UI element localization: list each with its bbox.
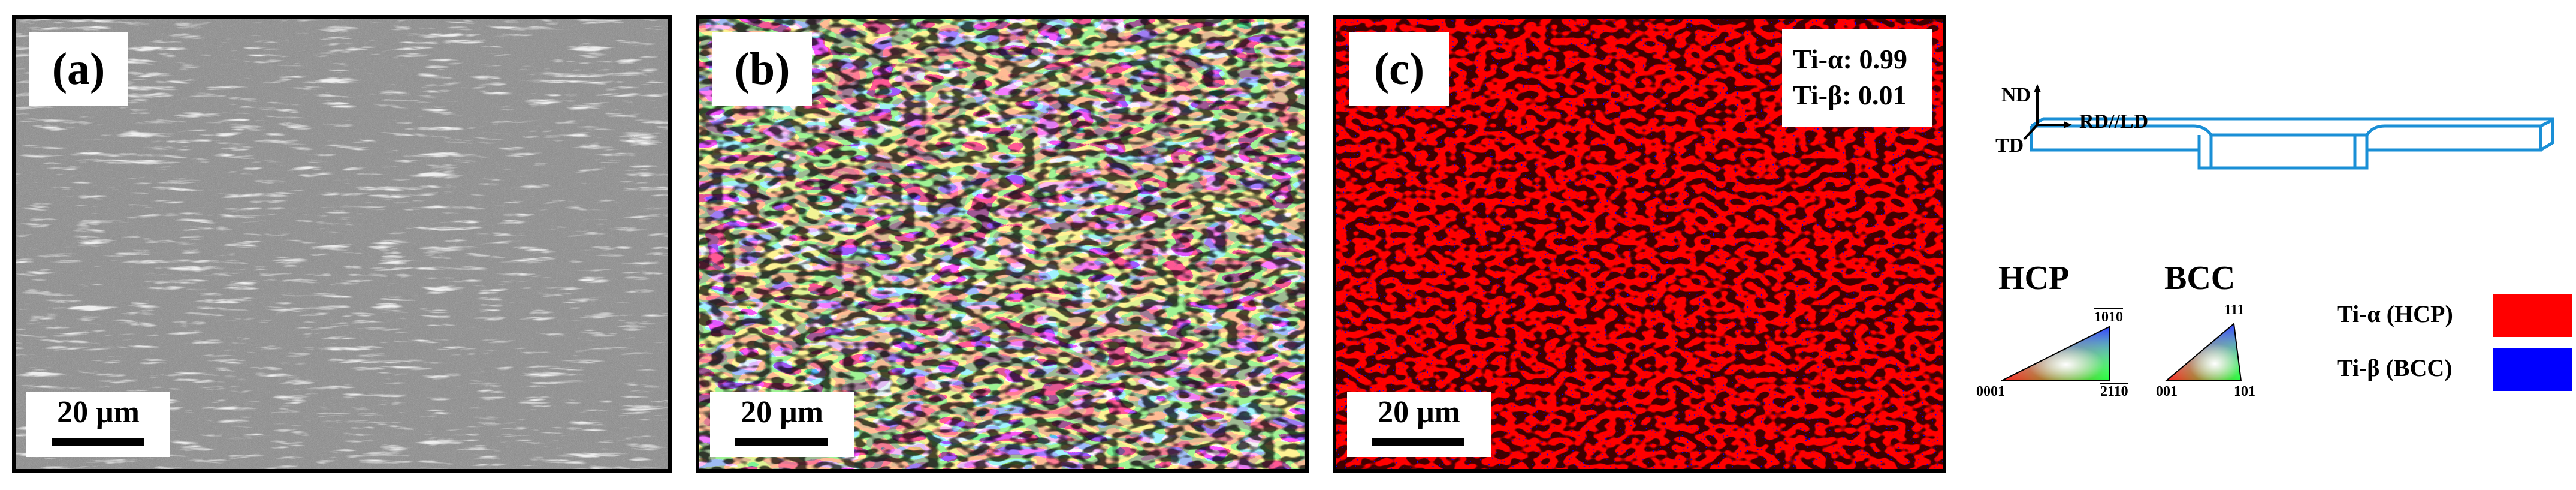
hcp-legend-title: HCP (1998, 260, 2070, 297)
sample-schematic: ND RD//LD TD (1995, 84, 2565, 222)
scale-bar: 20 μm (26, 392, 170, 457)
scale-bar-label: 20 μm (741, 395, 823, 429)
scale-bar-label: 20 μm (57, 395, 140, 429)
bcc-label-111: 111 (2224, 302, 2245, 318)
scale-bar-line (52, 438, 144, 446)
hcp-label-1010: 1010 (2094, 309, 2123, 325)
panel-label: (a) (29, 32, 128, 106)
hcp-label-2110: 2110 (2100, 384, 2128, 399)
bcc-ipf-triangle (2164, 323, 2242, 381)
phase-map-panel: (c) Ti-α: 0.99 Ti-β: 0.01 20 μm (1333, 15, 1946, 473)
beta-phase-swatch (2493, 348, 2572, 391)
td-axis-label: TD (1995, 134, 2024, 157)
nd-axis-label: ND (2001, 84, 2031, 106)
alpha-fraction: Ti-α: 0.99 (1793, 44, 1907, 74)
panel-label: (b) (712, 32, 812, 106)
sem-micrograph-panel: (a) 20 μm (12, 15, 672, 473)
beta-phase-legend-label: Ti-β (BCC) (2337, 354, 2453, 381)
scale-bar: 20 μm (710, 392, 854, 457)
hcp-ipf-triangle (2001, 326, 2110, 381)
tensile-specimen-drawing (2023, 84, 2554, 170)
rd-axis-label: RD//LD (2079, 110, 2149, 133)
alpha-phase-legend-label: Ti-α (HCP) (2337, 300, 2453, 327)
scale-bar-label: 20 μm (1378, 395, 1460, 429)
bcc-legend-title: BCC (2164, 260, 2236, 297)
beta-fraction: Ti-β: 0.01 (1793, 80, 1907, 110)
scale-bar-line (735, 438, 828, 446)
alpha-phase-swatch (2493, 294, 2572, 337)
scale-bar: 20 μm (1347, 392, 1491, 457)
bcc-label-001: 001 (2156, 384, 2178, 399)
scale-bar-line (1372, 438, 1464, 446)
bcc-label-101: 101 (2234, 384, 2255, 399)
hcp-label-0001: 0001 (1976, 384, 2005, 399)
ebsd-ipf-map-panel: (b) 20 μm (696, 15, 1309, 473)
phase-fraction-box: Ti-α: 0.99 Ti-β: 0.01 (1782, 29, 1932, 127)
td-axis-line (2023, 124, 2039, 140)
panel-label: (c) (1349, 32, 1449, 106)
